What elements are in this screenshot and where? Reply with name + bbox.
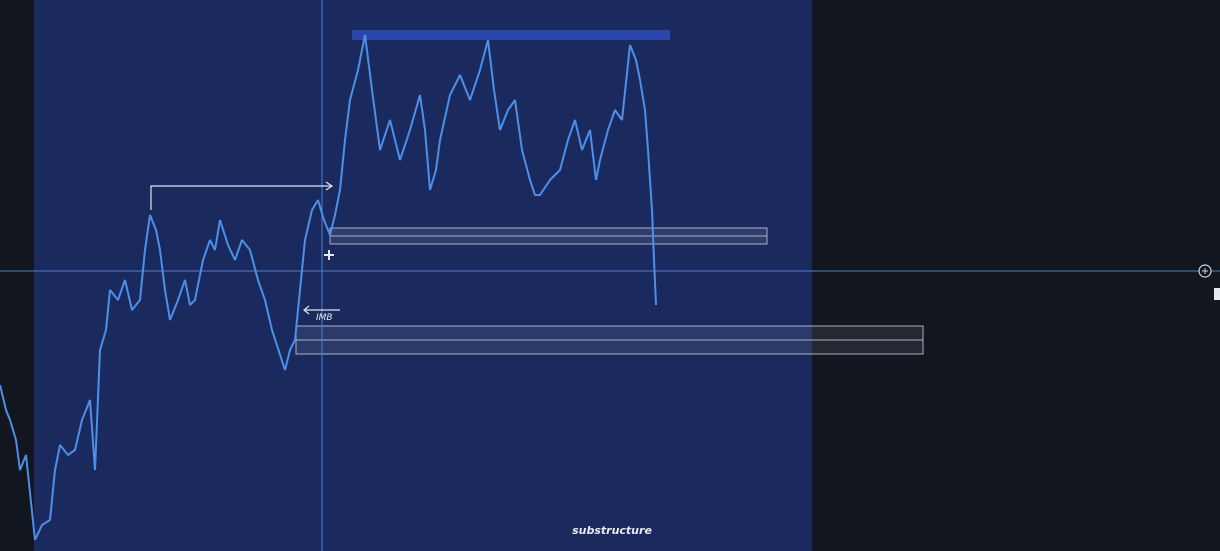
arrow-head	[303, 305, 310, 315]
top-zone	[352, 30, 670, 40]
structure-arrow	[150, 181, 334, 210]
price-series	[0, 34, 657, 541]
highlighted-range	[34, 0, 812, 551]
scale-handle[interactable]	[1214, 288, 1220, 300]
cursor-cross	[324, 250, 334, 260]
lower-zone	[295, 325, 924, 355]
upper-zone	[329, 227, 768, 245]
arrow-line	[150, 185, 332, 210]
zone-label: substructure	[572, 524, 652, 537]
price-marker[interactable]	[1198, 264, 1212, 278]
imb-label: IMB	[316, 313, 333, 323]
imb-arrow	[303, 305, 340, 315]
arrow-head	[325, 181, 334, 191]
